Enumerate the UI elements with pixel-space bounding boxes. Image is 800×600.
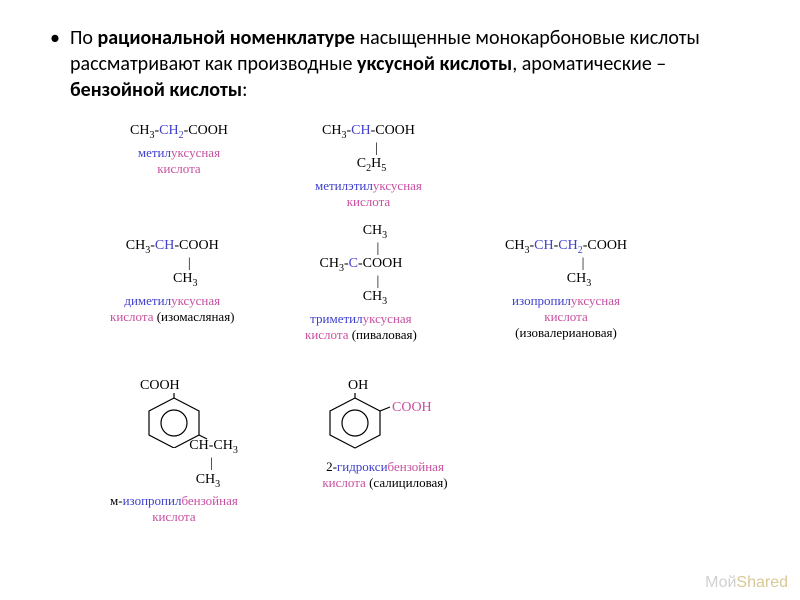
formula-line: | — [305, 241, 417, 256]
struct-isopropylacetic: CH3-CH-CH2-COOH | CH3 изопропилуксуснаяк… — [505, 238, 627, 341]
text-mid2: , ароматические – — [512, 52, 666, 76]
cooh-text: COOH — [392, 400, 432, 415]
benzene-ring-icon: COOH — [320, 393, 450, 453]
bold-3: бензойной кислоты — [70, 78, 242, 102]
compound-label: метилуксуснаякислота — [130, 145, 228, 177]
substituent: CH-CH3 — [110, 438, 238, 456]
compound-label: триметилуксуснаякислота (пиваловая) — [305, 311, 417, 343]
formula-line: | — [110, 256, 235, 271]
watermark-my: Мой — [705, 574, 736, 591]
struct-dimethylacetic: CH3-CH-COOH | CH3 диметилуксуснаякислота… — [110, 238, 235, 325]
formula-line: CH3 — [305, 289, 417, 307]
bold-1: рациональной номенклатуре — [98, 26, 355, 50]
cooh-label: COOH — [110, 378, 238, 393]
watermark-shared: Shared — [736, 574, 788, 591]
struct-hydroxybenzoic: OH COOH 2-гидроксибензойнаякислота (сали… — [320, 378, 450, 491]
bullet-paragraph: По рациональной номенклатуре насыщенные … — [50, 25, 760, 103]
formula: CH3-CH-CH2-COOH — [505, 238, 627, 256]
formula-line: C2H5 — [315, 156, 422, 174]
struct-methylethylacetic: CH3-CH-COOH | C2H5 метилэтилуксуснаякисл… — [315, 123, 422, 210]
struct-trimethylacetic: CH3 | CH3-C-COOH | CH3 триметилуксуснаяк… — [305, 223, 417, 343]
compound-label: диметилуксуснаякислота (изомасляная) — [110, 293, 235, 325]
oh-label: OH — [320, 378, 450, 393]
compound-label: метилэтилуксуснаякислота — [315, 178, 422, 210]
formula-line: CH3 — [505, 271, 627, 289]
structures-area: CH3-CH2-COOH метилуксуснаякислота CH3-CH… — [50, 123, 760, 543]
struct-isopropylbenzoic: COOH CH-CH3 | CH3 м-изопропилбензойнаяки… — [110, 378, 238, 525]
text-post: : — [242, 78, 247, 102]
bold-2: уксусной кислоты — [357, 52, 512, 76]
struct-methylacetic: CH3-CH2-COOH метилуксуснаякислота — [130, 123, 228, 177]
formula-line: CH3 — [110, 271, 235, 289]
text-pre: По — [70, 26, 98, 50]
formula-line: | — [315, 141, 422, 156]
slide: По рациональной номенклатуре насыщенные … — [0, 0, 800, 553]
compound-label: 2-гидроксибензойнаякислота (салициловая) — [320, 459, 450, 491]
formula-line: | — [110, 456, 238, 471]
formula-line: CH3 — [110, 472, 238, 490]
formula: CH3-CH2-COOH — [130, 123, 228, 141]
watermark: МойShared — [705, 574, 788, 592]
compound-label: изопропилуксуснаякислота(изовалериановая… — [505, 293, 627, 341]
compound-label: м-изопропилбензойнаякислота — [110, 493, 238, 525]
formula-line: | — [505, 256, 627, 271]
formula: CH3-C-COOH — [305, 256, 417, 274]
formula-line: CH3 — [305, 223, 417, 241]
formula-line: | — [305, 274, 417, 289]
formula: CH3-CH-COOH — [110, 238, 235, 256]
formula: CH3-CH-COOH — [315, 123, 422, 141]
